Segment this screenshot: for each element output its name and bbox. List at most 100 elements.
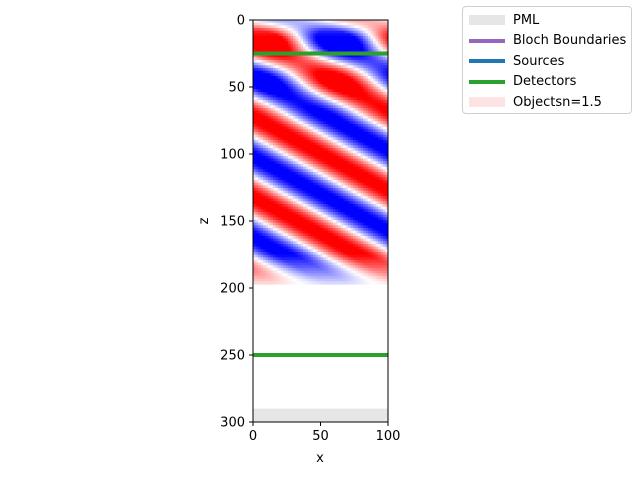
- field-cell: [375, 41, 379, 45]
- field-cell: [258, 265, 262, 269]
- field-cell: [278, 251, 282, 256]
- field-cell: [258, 139, 262, 144]
- field-cell: [335, 62, 339, 66]
- field-cell: [335, 142, 339, 146]
- field-cell: [270, 139, 274, 144]
- field-cell: [333, 211, 337, 216]
- field-cell: [260, 28, 264, 32]
- field-cell: [338, 115, 342, 120]
- field-cell: [268, 89, 272, 93]
- field-cell: [285, 105, 289, 109]
- field-cell: [263, 238, 267, 242]
- field-cell: [345, 46, 349, 50]
- field-cell: [265, 57, 269, 61]
- field-cell: [283, 241, 287, 245]
- field-cell: [380, 259, 384, 264]
- field-cell: [290, 265, 294, 269]
- field-cell: [320, 153, 324, 157]
- field-cell: [355, 214, 359, 218]
- field-cell: [318, 195, 322, 200]
- field-cell: [315, 60, 319, 64]
- field-cell: [273, 249, 277, 253]
- field-cell: [305, 134, 309, 138]
- field-cell: [293, 233, 297, 237]
- field-cell: [308, 123, 312, 128]
- field-cell: [348, 70, 352, 74]
- field-cell: [290, 254, 294, 258]
- field-cell: [380, 201, 384, 205]
- field-cell: [345, 49, 349, 53]
- field-cell: [313, 155, 317, 160]
- field-cell: [285, 84, 289, 88]
- field-cell: [353, 94, 357, 98]
- field-cell: [368, 166, 372, 170]
- field-cell: [328, 166, 332, 170]
- field-cell: [313, 246, 317, 250]
- field-cell: [345, 20, 349, 24]
- field-cell: [328, 201, 332, 205]
- field-cell: [310, 219, 314, 224]
- field-cell: [260, 62, 264, 66]
- field-cell: [368, 147, 372, 152]
- field-cell: [288, 97, 292, 101]
- field-cell: [350, 158, 354, 162]
- field-cell: [270, 36, 274, 40]
- field-cell: [255, 94, 259, 98]
- field-cell: [268, 225, 272, 229]
- field-cell: [318, 97, 322, 101]
- field-cell: [330, 206, 334, 210]
- field-cell: [265, 150, 269, 154]
- field-cell: [268, 166, 272, 170]
- field-cell: [325, 217, 329, 221]
- field-cell: [338, 155, 342, 160]
- field-cell: [303, 219, 307, 224]
- field-cell: [373, 185, 377, 189]
- field-cell: [353, 241, 357, 245]
- field-cell: [293, 57, 297, 61]
- field-cell: [385, 147, 388, 152]
- field-cell: [280, 30, 284, 34]
- field-cell: [313, 185, 317, 189]
- field-cell: [268, 97, 272, 101]
- field-cell: [315, 246, 319, 250]
- field-cell: [335, 102, 339, 106]
- field-cell: [268, 187, 272, 192]
- field-cell: [270, 251, 274, 256]
- field-cell: [275, 84, 279, 88]
- field-cell: [285, 91, 289, 96]
- field-cell: [365, 118, 369, 122]
- field-cell: [290, 89, 294, 93]
- field-cell: [330, 150, 334, 154]
- field-cell: [260, 139, 264, 144]
- field-cell: [345, 198, 349, 202]
- field-cell: [300, 65, 304, 69]
- field-cell: [330, 166, 334, 170]
- field-cell: [365, 105, 369, 109]
- field-cell: [323, 126, 327, 130]
- field-cell: [335, 198, 339, 202]
- field-cell: [273, 91, 277, 96]
- field-cell: [265, 46, 269, 50]
- field-cell: [383, 249, 387, 253]
- field-cell: [315, 265, 319, 269]
- field-cell: [373, 206, 377, 210]
- field-cell: [268, 233, 272, 237]
- field-cell: [350, 145, 354, 149]
- field-cell: [313, 206, 317, 210]
- field-cell: [375, 195, 379, 200]
- field-cell: [315, 33, 319, 37]
- field-cell: [300, 145, 304, 149]
- field-cell: [295, 33, 299, 37]
- field-cell: [260, 123, 264, 128]
- field-cell: [328, 25, 332, 29]
- field-cell: [340, 227, 344, 232]
- field-cell: [288, 134, 292, 138]
- field-cell: [345, 211, 349, 216]
- field-cell: [325, 171, 329, 176]
- field-cell: [260, 99, 264, 104]
- field-cell: [275, 206, 279, 210]
- field-cell: [353, 161, 357, 165]
- field-cell: [280, 20, 284, 24]
- field-cell: [328, 110, 332, 114]
- field-cell: [293, 46, 297, 50]
